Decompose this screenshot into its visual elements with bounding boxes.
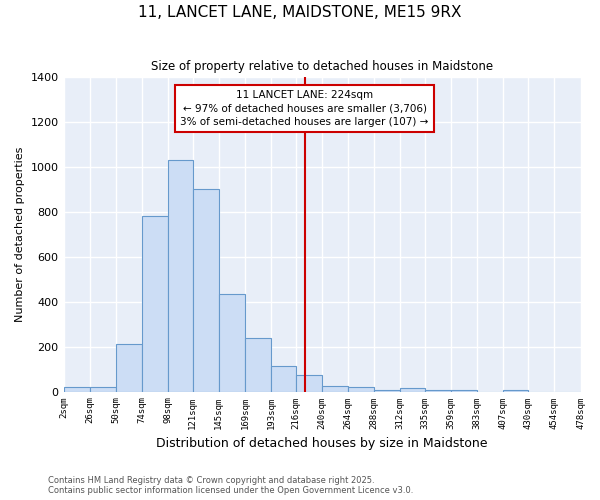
Bar	[245, 338, 271, 392]
Bar	[219, 294, 245, 392]
Bar	[322, 386, 348, 392]
Bar	[503, 390, 529, 392]
Bar	[451, 390, 478, 392]
Title: Size of property relative to detached houses in Maidstone: Size of property relative to detached ho…	[151, 60, 493, 73]
Text: 11, LANCET LANE, MAIDSTONE, ME15 9RX: 11, LANCET LANE, MAIDSTONE, ME15 9RX	[138, 5, 462, 20]
Y-axis label: Number of detached properties: Number of detached properties	[15, 146, 25, 322]
Bar	[425, 390, 451, 392]
Bar	[89, 387, 116, 392]
X-axis label: Distribution of detached houses by size in Maidstone: Distribution of detached houses by size …	[156, 437, 488, 450]
Text: 11 LANCET LANE: 224sqm
← 97% of detached houses are smaller (3,706)
3% of semi-d: 11 LANCET LANE: 224sqm ← 97% of detached…	[181, 90, 429, 127]
Text: Contains HM Land Registry data © Crown copyright and database right 2025.
Contai: Contains HM Land Registry data © Crown c…	[48, 476, 413, 495]
Bar	[296, 374, 322, 392]
Bar	[348, 387, 374, 392]
Bar	[168, 160, 193, 392]
Bar	[374, 390, 400, 392]
Bar	[116, 344, 142, 392]
Bar	[142, 216, 168, 392]
Bar	[64, 387, 89, 392]
Bar	[193, 190, 219, 392]
Bar	[400, 388, 425, 392]
Bar	[271, 366, 296, 392]
